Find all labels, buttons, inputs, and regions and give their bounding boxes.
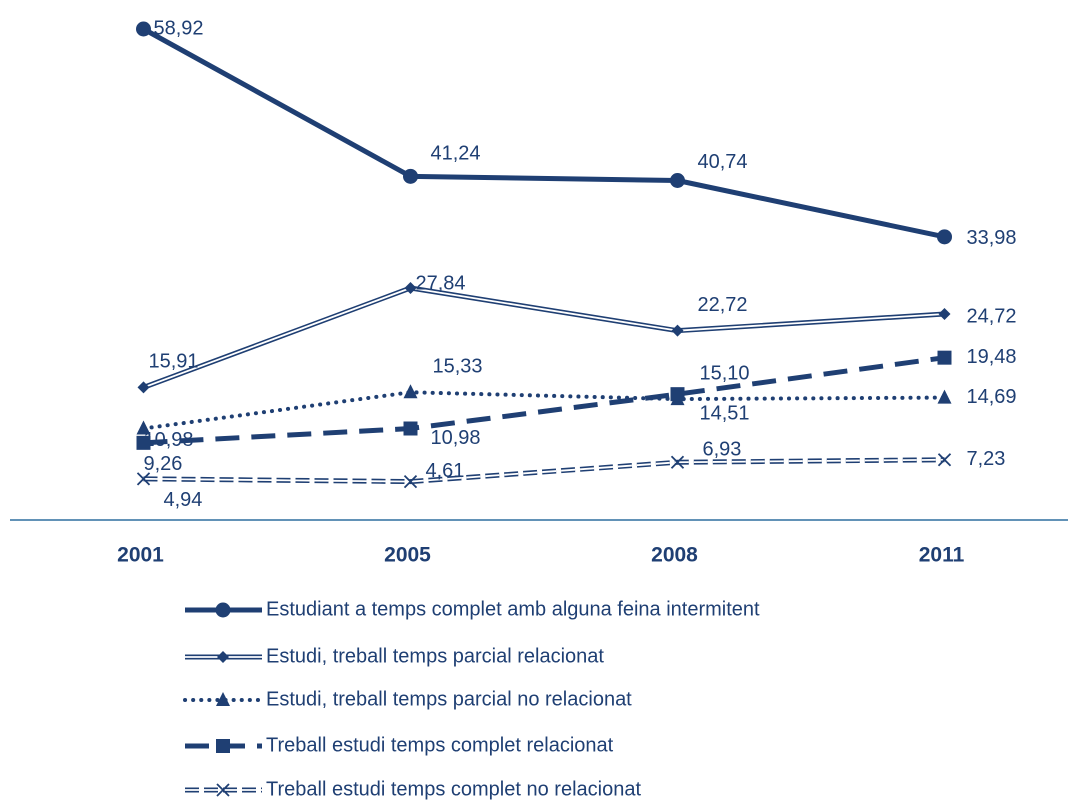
marker: [403, 474, 418, 489]
series: 15,91 27,84 22,72 24,72: [137, 272, 1017, 394]
marker: [403, 384, 418, 399]
marker: [217, 651, 229, 663]
value-label: 9,26: [144, 453, 183, 475]
marker: [670, 173, 685, 188]
x-tick-label: 2005: [384, 544, 431, 567]
value-label: 15,91: [149, 351, 199, 373]
value-label: 33,98: [967, 227, 1017, 249]
marker: [136, 420, 151, 435]
marker: [937, 453, 952, 467]
legend-label: Estudi, treball temps parcial no relacio…: [266, 688, 632, 710]
value-label: 58,92: [154, 17, 204, 39]
marker: [136, 21, 151, 37]
series-line: [143, 355, 945, 446]
legend-label: Estudi, treball temps parcial relacionat: [266, 645, 604, 667]
value-label: 4,94: [164, 489, 203, 511]
legend-item: Estudi, treball temps parcial relacionat: [185, 645, 604, 667]
value-label: 15,33: [433, 356, 483, 378]
marker: [216, 739, 230, 753]
marker: [216, 692, 230, 706]
legend-item: Treball estudi temps complet relacionat: [185, 734, 614, 756]
legend-label: Treball estudi temps complet no relacion…: [266, 778, 641, 800]
marker: [670, 387, 685, 402]
legend-label: Treball estudi temps complet relacionat: [266, 734, 614, 756]
series: 4,94 4,61 6,93 7,23: [136, 439, 1006, 511]
value-label: 27,84: [416, 272, 466, 294]
marker: [403, 421, 418, 436]
value-label: 41,24: [431, 143, 481, 165]
marker: [937, 389, 952, 404]
marker: [136, 472, 151, 486]
legend-item: Treball estudi temps complet no relacion…: [185, 778, 641, 800]
marker: [937, 229, 952, 245]
series: 58,92 41,24 40,74 33,98: [136, 17, 1017, 249]
marker: [216, 783, 230, 797]
marker: [671, 324, 684, 337]
value-label: 22,72: [698, 294, 748, 316]
series-line-inner: [143, 458, 945, 483]
value-label: 40,74: [698, 151, 748, 173]
legend-item: Estudi, treball temps parcial no relacio…: [183, 688, 632, 710]
marker: [215, 602, 231, 618]
legend-item: Estudiant a temps complet amb alguna fei…: [185, 598, 760, 620]
marker: [404, 282, 417, 294]
value-label: 6,93: [703, 439, 742, 461]
value-label: 4,61: [426, 460, 465, 482]
value-label: 7,23: [967, 448, 1006, 470]
marker: [670, 455, 685, 469]
x-tick-label: 2011: [919, 544, 965, 567]
series-line-inner: [143, 287, 945, 389]
value-label: 14,69: [967, 386, 1017, 408]
value-label: 10,98: [431, 427, 481, 449]
value-label: 24,72: [967, 305, 1017, 327]
value-label: 19,48: [967, 346, 1017, 368]
x-tick-label: 2001: [117, 544, 164, 567]
series-line: [142, 26, 946, 240]
x-tick-label: 2008: [651, 544, 698, 567]
value-label: 10,98: [144, 429, 194, 451]
legend-label: Estudiant a temps complet amb alguna fei…: [266, 598, 760, 620]
marker: [136, 435, 151, 450]
marker: [937, 350, 952, 365]
value-label: 15,10: [700, 362, 750, 384]
marker: [137, 381, 150, 394]
series: 10,98 15,33 14,51 14,69: [136, 356, 1017, 451]
series-line: [143, 457, 945, 485]
value-label: 14,51: [700, 402, 750, 424]
marker: [403, 168, 418, 184]
marker: [938, 308, 951, 320]
